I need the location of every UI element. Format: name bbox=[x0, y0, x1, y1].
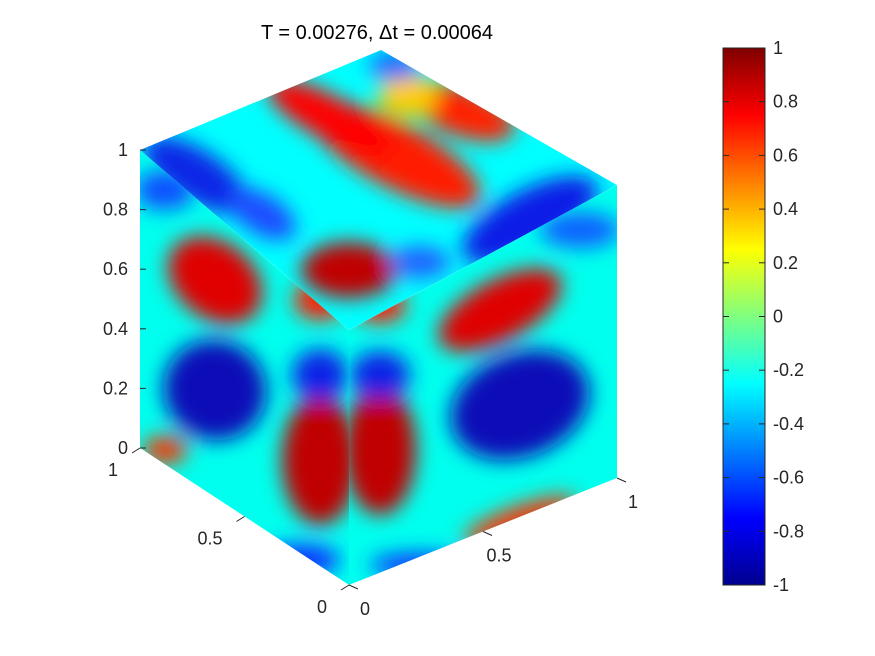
cube-left-face bbox=[140, 150, 349, 585]
z-tick-label: 0.8 bbox=[103, 200, 128, 220]
cube-right-face bbox=[349, 185, 617, 585]
cube-surface bbox=[140, 50, 617, 585]
colorbar-tick-label: 0.8 bbox=[773, 92, 798, 112]
colorbar: 1 0.8 0.6 0.4 0.2 0 -0.2 -0.4 -0.6 -0.8 -1 bbox=[722, 38, 804, 595]
z-tick-label: 0.2 bbox=[103, 378, 128, 398]
y-tick-mark bbox=[131, 447, 141, 454]
colorbar-ticks: 1 0.8 0.6 0.4 0.2 0 -0.2 -0.4 -0.6 -0.8 -1 bbox=[723, 38, 804, 595]
colorbar-tick-label: 0.4 bbox=[773, 199, 798, 219]
z-tick-label: 0.4 bbox=[103, 319, 128, 339]
chart-title: T = 0.00276, Δt = 0.00064 bbox=[261, 22, 493, 44]
colorbar-tick-label: 0.2 bbox=[773, 253, 798, 273]
colorbar-gradient bbox=[722, 47, 766, 586]
colorbar-tick-label: -0.4 bbox=[773, 414, 804, 434]
colorbar-tick-label: -1 bbox=[773, 575, 789, 595]
colorbar-tick-label: 0 bbox=[773, 307, 783, 327]
z-tick-label: 0.6 bbox=[103, 259, 128, 279]
x-tick-label: 1 bbox=[628, 492, 638, 512]
colorbar-tick-label: 0.6 bbox=[773, 145, 798, 165]
x-tick-mark bbox=[616, 477, 627, 483]
x-tick-mark bbox=[482, 531, 493, 536]
y-tick-label: 1 bbox=[108, 460, 118, 480]
colorbar-tick-label: -0.2 bbox=[773, 360, 804, 380]
cube-top-face bbox=[140, 50, 617, 330]
x-tick-mark bbox=[348, 584, 359, 590]
y-tick-mark bbox=[236, 516, 245, 522]
colorbar-tick-label: -0.8 bbox=[773, 521, 804, 541]
y-tick-mark bbox=[340, 584, 350, 591]
colorbar-tick-label: 1 bbox=[773, 38, 783, 58]
x-tick-label: 0.5 bbox=[486, 546, 511, 566]
x-tick-label: 0 bbox=[360, 599, 370, 619]
y-tick-label: 0 bbox=[317, 597, 327, 617]
colorbar-tick-label: -0.6 bbox=[773, 468, 804, 488]
y-tick-label: 0.5 bbox=[197, 529, 222, 549]
z-tick-label: 0 bbox=[118, 438, 128, 458]
z-tick-label: 1 bbox=[118, 140, 128, 160]
